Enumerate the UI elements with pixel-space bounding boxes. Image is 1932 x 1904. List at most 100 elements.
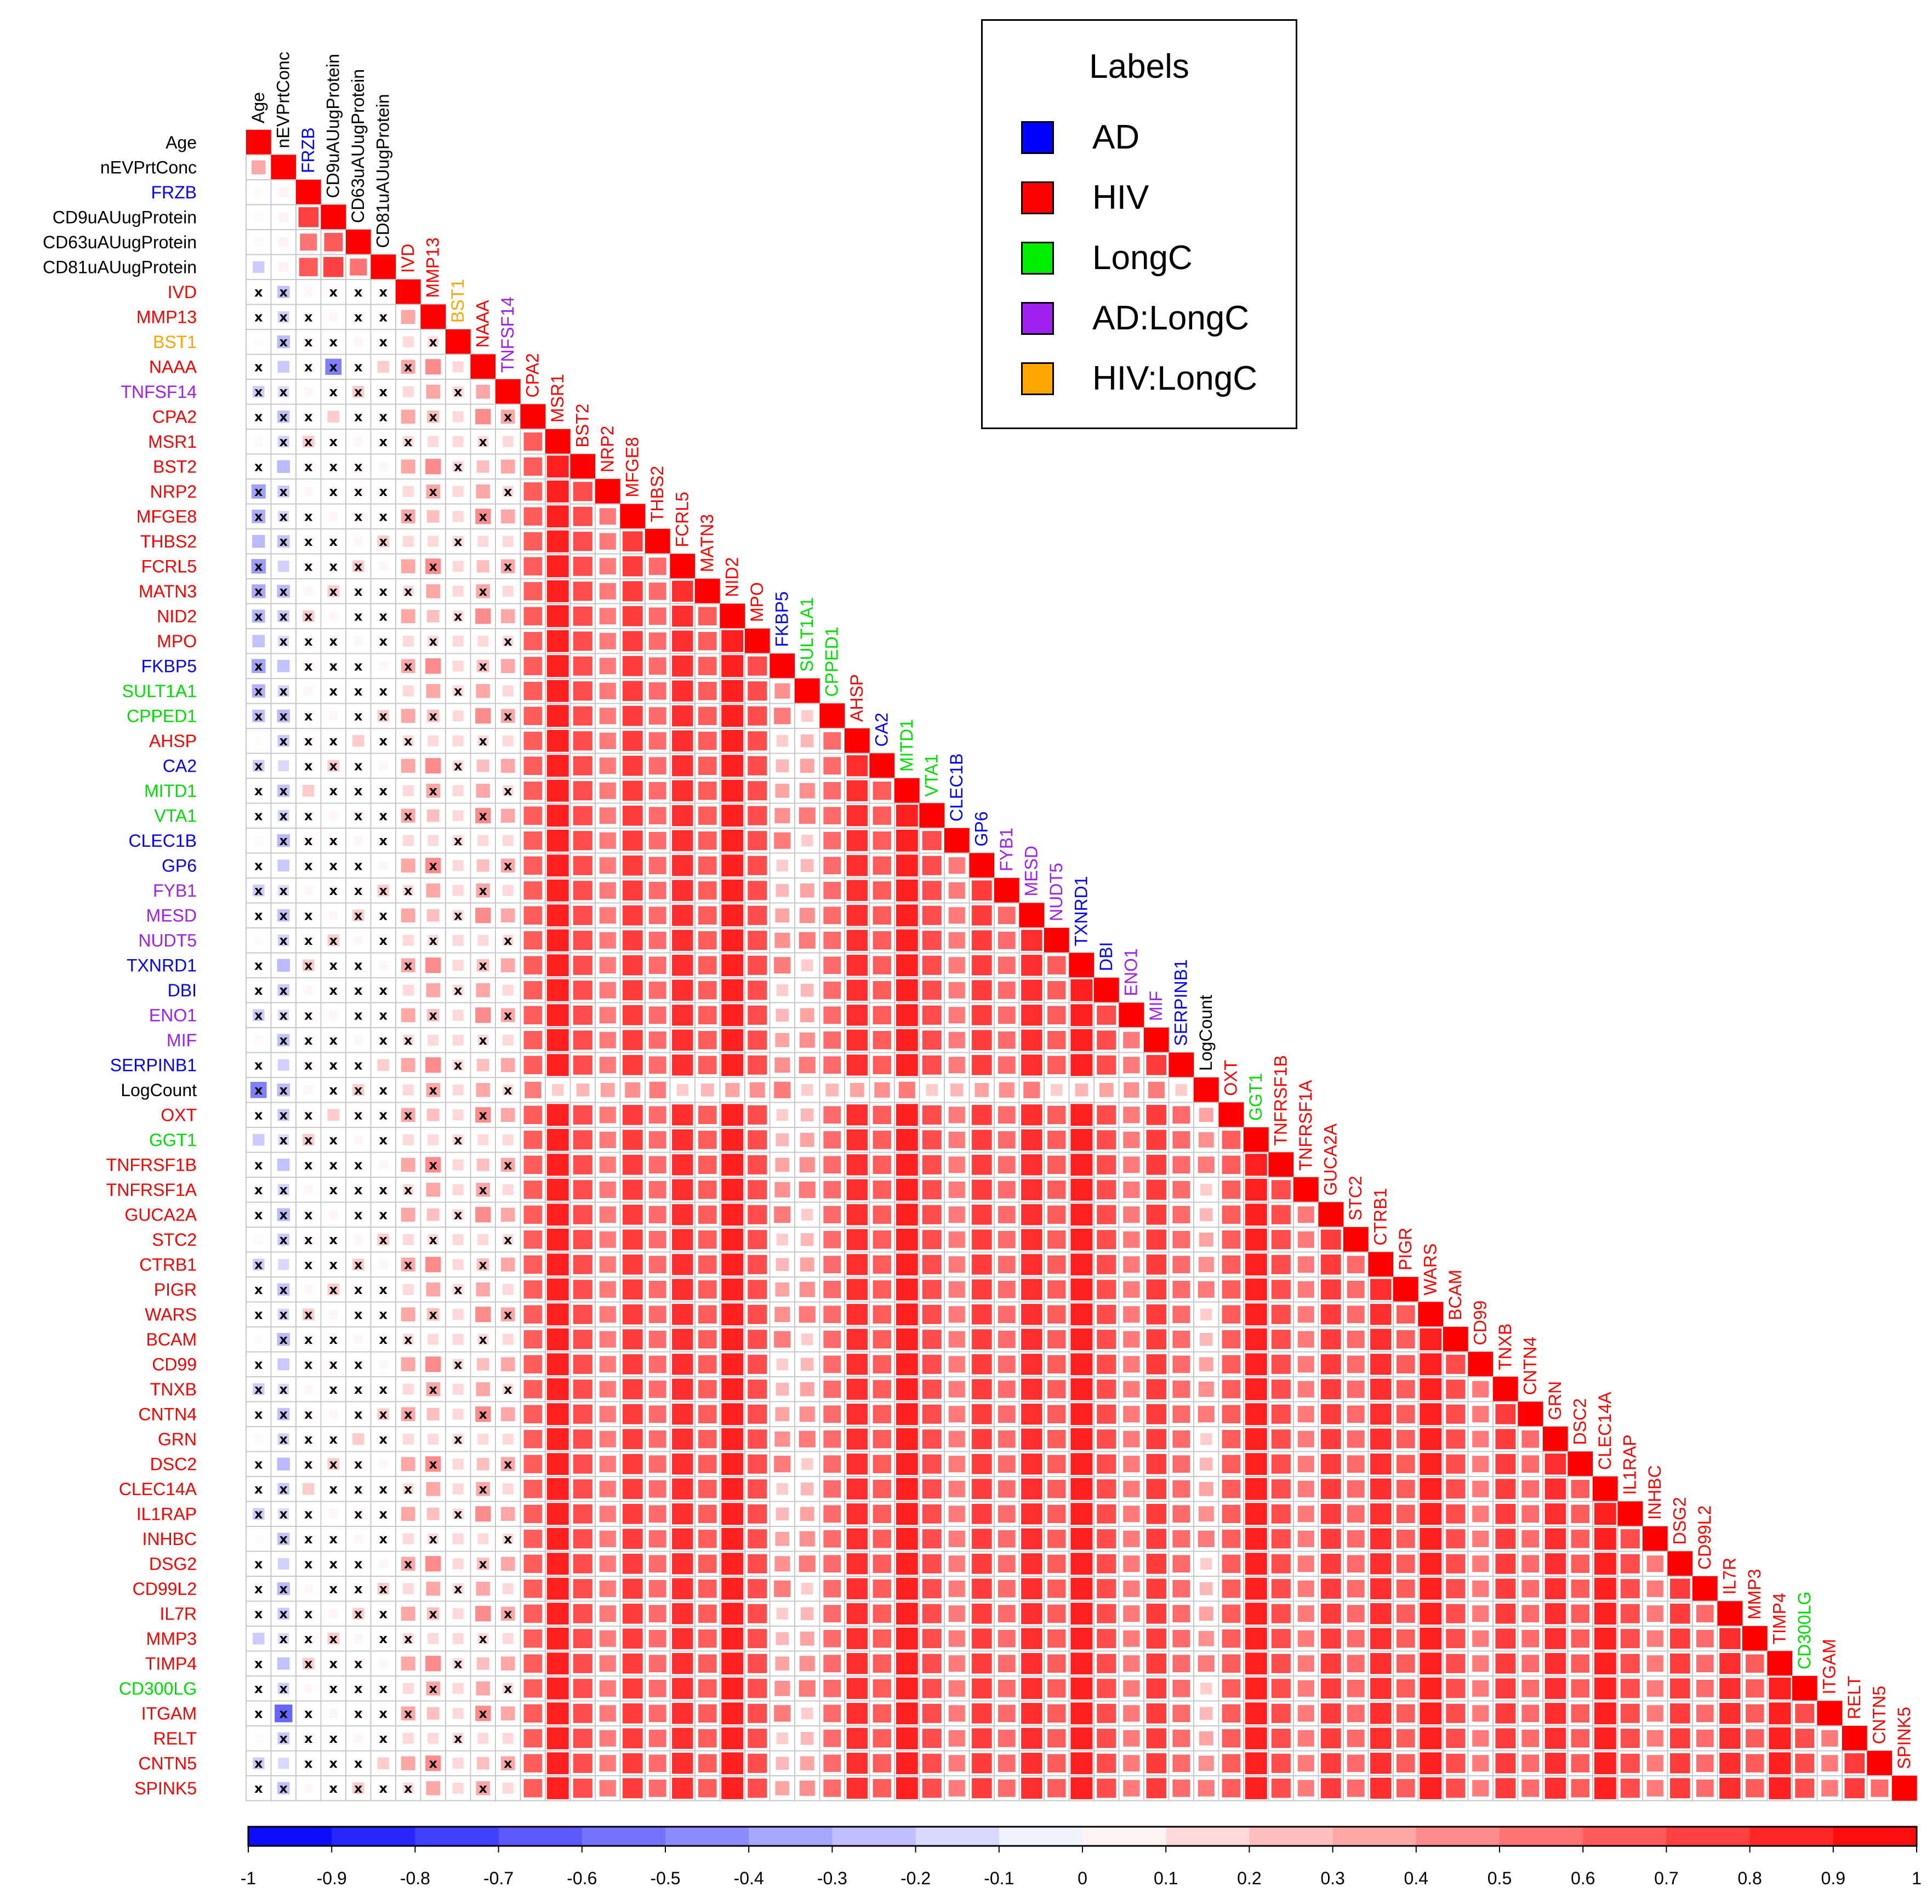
- heatmap-cell: [1420, 1627, 1442, 1650]
- heatmap-cell: [476, 684, 490, 698]
- heatmap-cell: [922, 1579, 942, 1599]
- not-significant-marker: x: [379, 1332, 388, 1347]
- heatmap-cell: [426, 1482, 440, 1496]
- heatmap-cell: [546, 929, 569, 951]
- heatmap-cell: [672, 905, 693, 926]
- heatmap-cell: [304, 936, 314, 945]
- heatmap-cell: [1070, 1777, 1093, 1799]
- heatmap-cell: [721, 1204, 744, 1226]
- heatmap-cell: [277, 411, 290, 423]
- not-significant-marker: x: [280, 1332, 288, 1347]
- not-significant-marker: x: [354, 1356, 363, 1372]
- heatmap-cell: [328, 711, 338, 721]
- heatmap-cell: [1495, 1578, 1516, 1599]
- heatmap-cell: [354, 287, 363, 297]
- row-label: CD9uAUugProtein: [53, 207, 197, 227]
- heatmap-cell: [354, 686, 363, 696]
- heatmap-cell: [672, 1428, 693, 1450]
- heatmap-cell: [1495, 1404, 1516, 1424]
- not-significant-marker: x: [379, 1432, 388, 1447]
- heatmap-cell: [523, 782, 542, 800]
- heatmap-cell: [922, 856, 942, 875]
- heatmap-cell: [523, 956, 542, 974]
- heatmap-cell: [823, 1430, 841, 1448]
- heatmap-cell: [328, 511, 338, 521]
- heatmap-cell: [721, 1054, 744, 1076]
- heatmap-cell: [676, 1084, 688, 1096]
- heatmap-cell: [1245, 1178, 1267, 1201]
- not-significant-marker: x: [329, 833, 338, 848]
- heatmap-cell: [402, 1533, 414, 1544]
- not-significant-marker: x: [280, 1282, 288, 1297]
- heatmap-cell: [271, 155, 296, 180]
- heatmap-cell: [672, 630, 693, 652]
- heatmap-cell: [799, 783, 815, 799]
- heatmap-cell: [1172, 1530, 1190, 1548]
- not-significant-marker: x: [254, 1606, 263, 1621]
- not-significant-marker: x: [254, 858, 263, 873]
- heatmap-cell: [1271, 1529, 1291, 1549]
- heatmap-cell: [304, 736, 314, 746]
- heatmap-cell: [1218, 1102, 1244, 1127]
- heatmap-cell: [698, 956, 717, 974]
- heatmap-cell: [354, 886, 363, 896]
- heatmap-cell: [304, 362, 314, 372]
- heatmap-cell: [278, 187, 288, 197]
- heatmap-cell: [672, 755, 693, 777]
- not-significant-marker: x: [329, 1432, 338, 1447]
- heatmap-cell: [1521, 1430, 1540, 1448]
- heatmap-cell: [748, 1130, 767, 1150]
- not-significant-marker: x: [254, 359, 263, 374]
- heatmap-cell: [1146, 1429, 1167, 1450]
- heatmap-cell: [304, 586, 314, 596]
- heatmap-cell: [896, 1527, 918, 1550]
- heatmap-cell: [278, 1010, 289, 1021]
- heatmap-cell: [1146, 1254, 1167, 1275]
- heatmap-cell: [599, 1680, 616, 1697]
- heatmap-cell: [1495, 1703, 1516, 1724]
- heatmap-cell: [1472, 1506, 1489, 1523]
- heatmap-cell: [523, 1380, 542, 1399]
- row-label: ENO1: [149, 1005, 197, 1025]
- heatmap-cell: [327, 934, 339, 947]
- row-label: NRP2: [150, 482, 197, 501]
- heatmap-cell: [475, 409, 491, 425]
- heatmap-cell: [1643, 1526, 1668, 1552]
- not-significant-marker: x: [329, 1282, 338, 1297]
- not-significant-marker: x: [379, 808, 388, 823]
- heatmap-cell: [599, 632, 616, 649]
- not-significant-marker: x: [354, 858, 363, 873]
- heatmap-cell: [1620, 1729, 1640, 1748]
- heatmap-cell: [1070, 1702, 1093, 1725]
- heatmap-cell: [1070, 1603, 1093, 1625]
- heatmap-cell: [1696, 1679, 1714, 1697]
- heatmap-cell: [622, 606, 643, 626]
- heatmap-cell: [304, 1060, 314, 1070]
- heatmap-cell: [1397, 1654, 1415, 1673]
- heatmap-cell: [721, 655, 744, 677]
- heatmap-cell: [546, 1004, 569, 1027]
- heatmap-cell: [648, 857, 666, 875]
- row-label: LogCount: [121, 1080, 197, 1100]
- heatmap-cell: [304, 636, 314, 646]
- heatmap-cell: [873, 1754, 891, 1772]
- heatmap-cell: [800, 1507, 814, 1521]
- heatmap-cell: [1271, 1554, 1291, 1574]
- not-significant-marker: x: [354, 783, 363, 799]
- heatmap-cell: [1320, 1304, 1341, 1325]
- heatmap-cell: [1418, 1302, 1443, 1327]
- not-significant-marker: x: [254, 1207, 263, 1222]
- heatmap-cell: [1097, 1255, 1116, 1274]
- heatmap-cell: [420, 304, 446, 329]
- heatmap-cell: [1172, 1754, 1190, 1772]
- heatmap-cell: [1070, 1253, 1093, 1276]
- not-significant-marker: x: [379, 1731, 388, 1746]
- heatmap-cell: [1571, 1504, 1589, 1523]
- heatmap-cell: [1892, 1776, 1917, 1801]
- heatmap-cell: [622, 705, 643, 726]
- heatmap-cell: [721, 805, 744, 827]
- not-significant-marker: x: [404, 808, 413, 823]
- heatmap-cell: [800, 883, 814, 898]
- heatmap-cell: [354, 636, 363, 646]
- heatmap-cell: [304, 811, 314, 820]
